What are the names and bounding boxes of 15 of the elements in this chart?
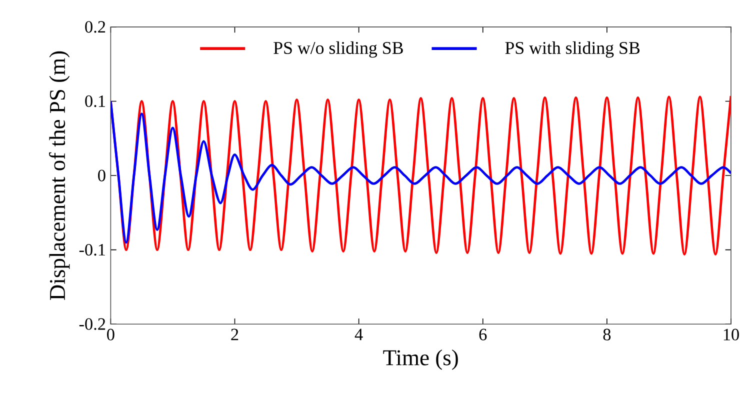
legend-label: PS w/o sliding SB (274, 41, 403, 58)
y-tick-label: -0.2 (79, 318, 106, 330)
x-axis-title: Time (s) (383, 350, 458, 370)
x-tick-label: 4 (354, 328, 363, 340)
y-tick-label: -0.1 (79, 244, 105, 256)
y-tick-label: 0.1 (85, 95, 105, 108)
x-tick-label: 6 (479, 328, 487, 340)
x-tick-label: 0 (107, 328, 114, 340)
x-tick-label: 2 (231, 328, 238, 340)
legend-label: PS with sliding SB (505, 41, 640, 58)
x-tick-label: 10 (724, 328, 739, 340)
y-tick-label: 0.2 (85, 21, 106, 33)
x-tick-label: 8 (603, 328, 611, 340)
y-axis-title: Displacement of the PS (m) (49, 51, 70, 300)
y-tick-label: 0 (98, 170, 106, 182)
